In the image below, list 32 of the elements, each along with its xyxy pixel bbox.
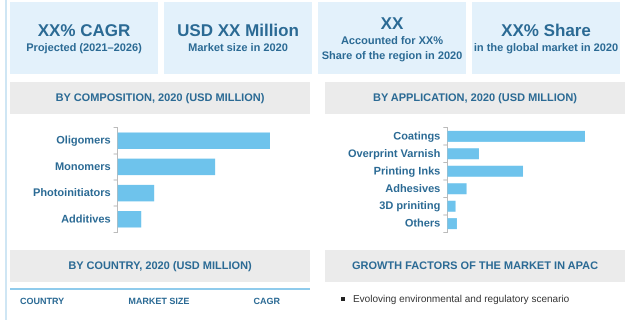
bar bbox=[447, 183, 467, 194]
text: XX% Share in the global market in 2020 bbox=[472, 20, 620, 56]
text: GROWTH FACTORS OF THE MARKET IN APAC bbox=[325, 250, 625, 282]
bar bbox=[118, 211, 142, 228]
text: CAGR bbox=[254, 296, 280, 306]
y-tick-label: Additives bbox=[61, 213, 111, 226]
bar bbox=[118, 184, 154, 202]
bar bbox=[447, 166, 524, 177]
bar bbox=[447, 130, 585, 142]
bar bbox=[118, 158, 216, 176]
text: XX% CAGR Projected (2021–2026) bbox=[25, 20, 143, 56]
text: USD XX Million Market size in 2020 bbox=[176, 20, 300, 56]
y-tick-label: 3D priniting bbox=[379, 200, 440, 212]
chart-title: BY APPLICATION, 2020 (USD MILLION) bbox=[325, 82, 625, 114]
y-tick-label: Others bbox=[404, 218, 440, 230]
y-tick-label: Printing Inks bbox=[374, 165, 440, 178]
bar bbox=[447, 200, 456, 212]
y-tick-label: Monomers bbox=[54, 160, 111, 173]
y-tick-label: Overprint Varnish bbox=[348, 148, 441, 160]
text: MARKET SIZE bbox=[128, 296, 190, 306]
bar bbox=[447, 148, 479, 160]
y-tick-label: Coatings bbox=[393, 130, 440, 142]
bar bbox=[447, 218, 457, 230]
y-tick-label: Adhesives bbox=[385, 182, 440, 195]
text: XX Accounted for XX% Share of the region in 2020 bbox=[320, 12, 464, 64]
bar bbox=[118, 132, 270, 149]
text: BY COUNTRY, 2020 (USD MILLION) bbox=[10, 250, 310, 282]
text: COUNTRY bbox=[20, 296, 64, 306]
chart-title: BY COMPOSITION, 2020 (USD MILLION) bbox=[10, 82, 310, 114]
y-tick-label: Oligomers bbox=[56, 134, 111, 147]
text: Evoloving environmental and regulatory scenario bbox=[352, 294, 570, 305]
y-tick-label: Photoinitiators bbox=[33, 187, 111, 200]
